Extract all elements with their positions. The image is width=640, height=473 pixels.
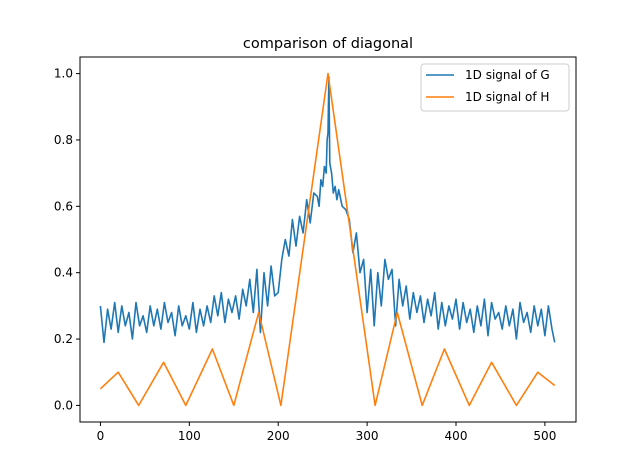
- legend-box: [420, 63, 570, 112]
- y-tick-label: 0.2: [54, 332, 73, 346]
- x-tick-label: 400: [445, 429, 468, 443]
- legend: 1D signal of G 1D signal of H: [420, 63, 570, 112]
- axes-frame: [79, 56, 577, 423]
- legend-label-h: 1D signal of H: [465, 90, 549, 104]
- plot-area: [99, 72, 556, 407]
- legend-label-g: 1D signal of G: [465, 68, 550, 82]
- y-tick-label: 0.4: [54, 266, 73, 280]
- x-tick-label: 0: [97, 429, 105, 443]
- x-tick-label: 100: [178, 429, 201, 443]
- chart-title: comparison of diagonal: [243, 36, 413, 52]
- y-tick-label: 0.8: [54, 133, 73, 147]
- y-tick-label: 0.0: [54, 398, 73, 412]
- y-tick-label: 1.0: [54, 67, 73, 81]
- y-tick-label: 0.6: [54, 199, 73, 213]
- x-tick-label: 200: [267, 429, 290, 443]
- axis-ticks: 0 100 200 300 400 500 0.0 0.2 0.4 0.6 0.8 1.0: [54, 67, 556, 443]
- series-line-h: [99, 72, 556, 407]
- x-tick-label: 300: [356, 429, 379, 443]
- x-tick-label: 500: [533, 429, 556, 443]
- series-line-g: [99, 76, 556, 344]
